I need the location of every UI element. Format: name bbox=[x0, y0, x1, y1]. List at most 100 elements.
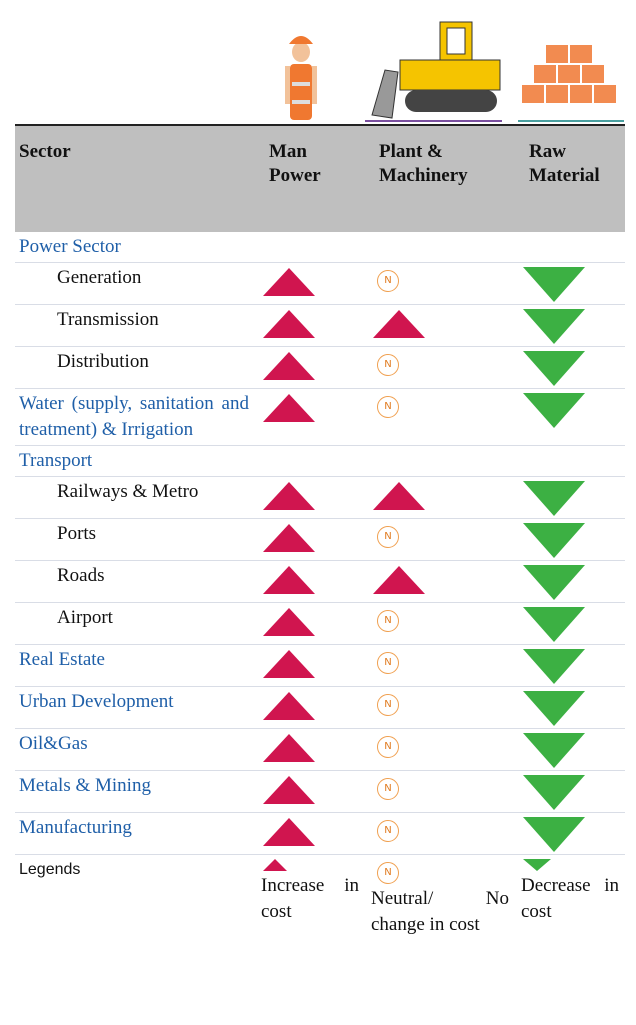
decrease-symbol bbox=[523, 859, 551, 871]
triangle bbox=[523, 649, 585, 684]
triangle bbox=[263, 692, 315, 720]
neutral-symbol: N bbox=[377, 270, 399, 292]
table-row: Ports N bbox=[15, 518, 625, 561]
status-cell bbox=[255, 262, 365, 305]
decrease-symbol bbox=[523, 393, 585, 428]
decrease-symbol bbox=[523, 817, 585, 852]
table-row: Transmission bbox=[15, 304, 625, 347]
increase-symbol bbox=[263, 776, 315, 804]
neutral-symbol: N bbox=[377, 610, 399, 632]
status-cell: N bbox=[365, 644, 515, 687]
status-cell bbox=[255, 304, 365, 347]
sector-name: Metals & Mining bbox=[15, 770, 255, 813]
status-cell bbox=[515, 602, 625, 645]
increase-symbol bbox=[263, 394, 315, 422]
status-cell bbox=[255, 812, 365, 855]
triangle bbox=[523, 393, 585, 428]
header-row: Sector Man Power Plant & Machinery Raw Mate… bbox=[15, 124, 625, 232]
status-cell bbox=[515, 518, 625, 561]
increase-symbol bbox=[263, 524, 315, 552]
increase-symbol bbox=[263, 734, 315, 762]
status-cell bbox=[365, 476, 515, 519]
triangle bbox=[373, 566, 425, 594]
sector-name: Transport bbox=[15, 445, 255, 477]
status-cell bbox=[515, 346, 625, 389]
status-cell: N bbox=[365, 518, 515, 561]
increase-symbol bbox=[373, 566, 425, 594]
increase-symbol bbox=[373, 482, 425, 510]
status-cell bbox=[365, 445, 515, 477]
triangle bbox=[263, 776, 315, 804]
icons bbox=[285, 21, 624, 122]
status-cell bbox=[515, 686, 625, 729]
triangle bbox=[263, 650, 315, 678]
status-cell bbox=[255, 346, 365, 389]
triangle bbox=[523, 607, 585, 642]
neutral-symbol: N bbox=[377, 396, 399, 418]
status-cell bbox=[255, 388, 365, 446]
table-row: Distribution N bbox=[15, 346, 625, 389]
triangle bbox=[523, 267, 585, 302]
status-cell: N bbox=[365, 602, 515, 645]
sector-name: Urban Development bbox=[15, 686, 255, 729]
status-cell bbox=[515, 388, 625, 446]
status-cell bbox=[255, 445, 365, 477]
status-cell: N bbox=[365, 388, 515, 446]
table-row: Water (supply, sanitation and treatment)… bbox=[15, 388, 625, 446]
status-cell: N bbox=[365, 812, 515, 855]
triangle bbox=[523, 523, 585, 558]
status-cell: N bbox=[365, 262, 515, 305]
decrease-symbol bbox=[523, 351, 585, 386]
status-cell bbox=[255, 770, 365, 813]
status-cell bbox=[255, 644, 365, 687]
triangle bbox=[263, 310, 315, 338]
sector-table: Sector Man Power Plant & Machinery Raw Mate… bbox=[15, 124, 625, 940]
table-row: Power Sector bbox=[15, 232, 625, 263]
sector-name: Distribution bbox=[15, 346, 255, 389]
triangle bbox=[263, 859, 287, 871]
decrease-symbol bbox=[523, 649, 585, 684]
status-cell bbox=[255, 518, 365, 561]
legend-item: Decrease in cost bbox=[515, 855, 625, 941]
table-row: Airport N bbox=[15, 602, 625, 645]
status-cell bbox=[515, 770, 625, 813]
increase-symbol bbox=[263, 818, 315, 846]
legend-label: Increase in cost bbox=[261, 875, 359, 922]
table-row: Real Estate N bbox=[15, 644, 625, 687]
status-cell bbox=[255, 686, 365, 729]
table-row: Transport bbox=[15, 445, 625, 477]
decrease-symbol bbox=[523, 481, 585, 516]
triangle bbox=[263, 482, 315, 510]
status-cell bbox=[515, 560, 625, 603]
sector-name: Transmission bbox=[15, 304, 255, 347]
increase-symbol bbox=[263, 352, 315, 380]
status-cell bbox=[515, 728, 625, 771]
status-cell bbox=[515, 304, 625, 347]
worker-icon bbox=[285, 36, 317, 120]
increase-symbol bbox=[263, 692, 315, 720]
status-cell bbox=[365, 232, 515, 263]
triangle bbox=[523, 481, 585, 516]
triangle bbox=[263, 608, 315, 636]
decrease-symbol bbox=[523, 267, 585, 302]
increase-symbol bbox=[263, 566, 315, 594]
bricks-icon bbox=[518, 43, 624, 122]
sector-name: Airport bbox=[15, 602, 255, 645]
triangle bbox=[523, 775, 585, 810]
decrease-symbol bbox=[523, 565, 585, 600]
neutral-symbol: N bbox=[377, 354, 399, 376]
triangle bbox=[523, 733, 585, 768]
status-cell bbox=[515, 812, 625, 855]
neutral-symbol: N bbox=[377, 526, 399, 548]
legend-item: Increase in cost bbox=[255, 855, 365, 941]
legend-label: Neutral/ No change in cost bbox=[371, 888, 509, 935]
triangle bbox=[263, 566, 315, 594]
status-cell: N bbox=[365, 346, 515, 389]
triangle bbox=[523, 817, 585, 852]
triangle bbox=[263, 524, 315, 552]
status-cell bbox=[255, 602, 365, 645]
triangle bbox=[263, 394, 315, 422]
increase-symbol bbox=[263, 650, 315, 678]
legend-row: Legends Increase in cost N Neutral/ No chan… bbox=[15, 855, 625, 941]
bulldozer-icon bbox=[365, 21, 502, 122]
